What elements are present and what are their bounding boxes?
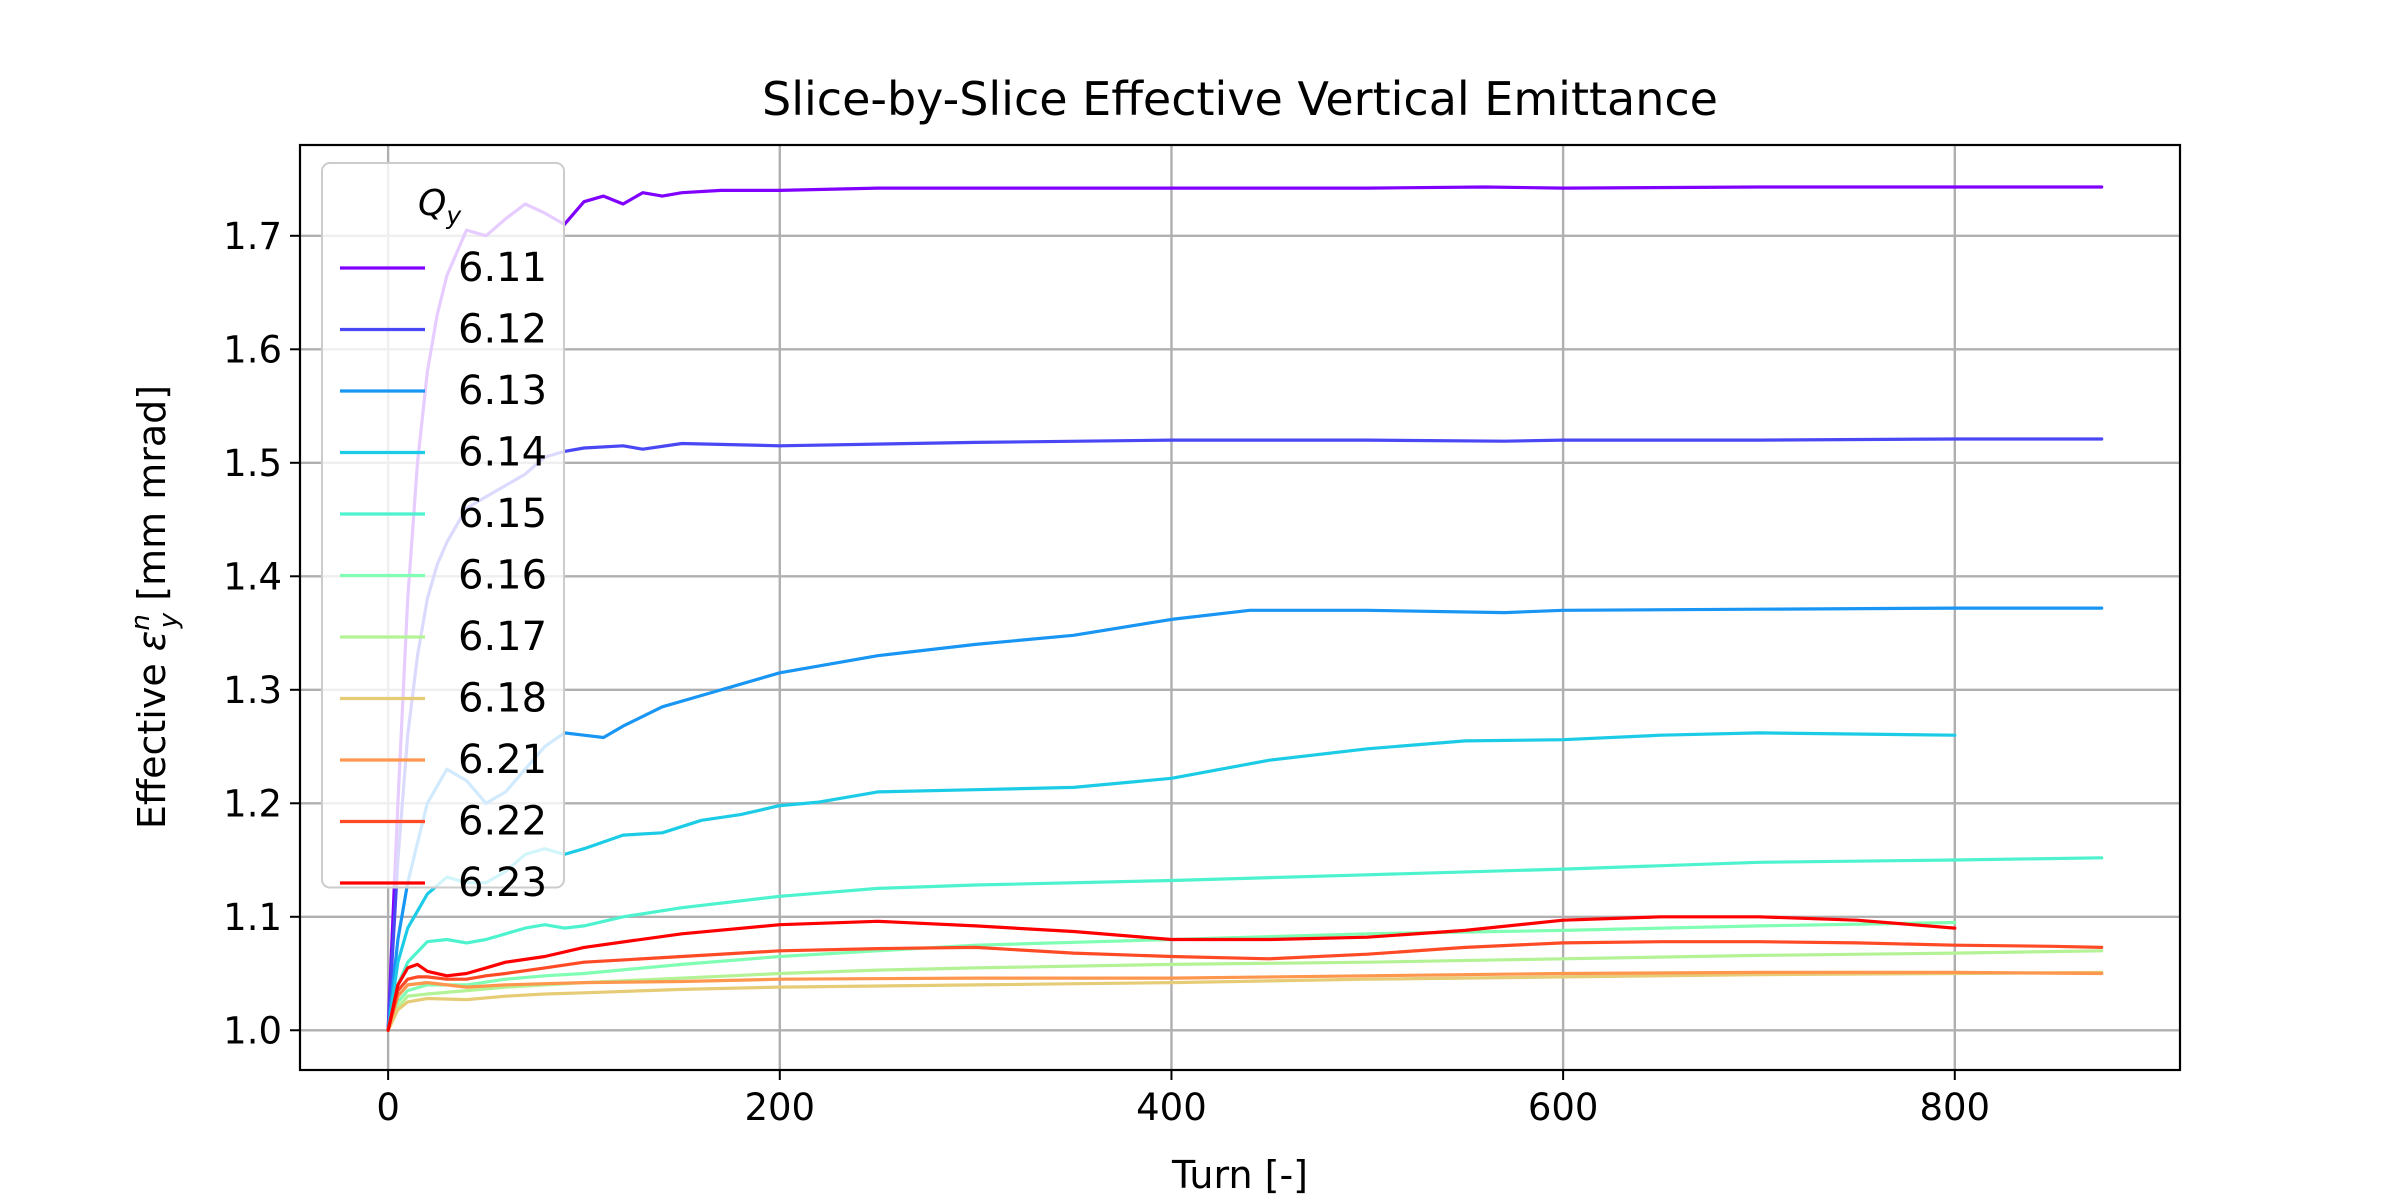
x-axis-label: Turn [-] xyxy=(1171,1153,1308,1197)
y-tick-label: 1.2 xyxy=(223,782,282,825)
legend: Qy 6.11 6.12 6.13 6.14 6.15 6.16 6.17 6.18 6.21 6.… xyxy=(321,162,565,906)
y-tick-label: 1.3 xyxy=(223,669,282,712)
y-tick-label: 1.5 xyxy=(223,442,282,485)
legend-label-6.21: 6.21 xyxy=(458,737,547,783)
x-tick-label: 400 xyxy=(1136,1086,1207,1129)
y-axis-label: Effective εny [mm mrad] xyxy=(126,385,184,829)
legend-label-6.23: 6.23 xyxy=(458,860,547,906)
y-tick-label: 1.4 xyxy=(223,555,282,598)
y-axis-label-prefix: Effective xyxy=(130,651,174,829)
series-line-6.17 xyxy=(386,949,2104,1032)
legend-label-6.22: 6.22 xyxy=(458,799,547,845)
legend-label-6.18: 6.18 xyxy=(458,676,547,722)
x-tick-label: 200 xyxy=(744,1086,815,1129)
series-line-6.23 xyxy=(386,915,1957,1032)
series-line-6.15 xyxy=(386,856,2104,1032)
legend-label-6.15: 6.15 xyxy=(458,491,547,537)
legend-title-main: Q xyxy=(418,183,446,224)
legend-title: Qy xyxy=(418,183,462,230)
legend-label-6.14: 6.14 xyxy=(458,430,547,476)
legend-label-6.16: 6.16 xyxy=(458,553,547,599)
y-tick-label: 1.1 xyxy=(223,896,282,939)
y-tick-label: 1.7 xyxy=(223,215,282,258)
series-line-6.21 xyxy=(386,970,2104,1032)
y-tick-label: 1.0 xyxy=(223,1009,282,1052)
legend-label-6.13: 6.13 xyxy=(458,368,547,414)
x-tick-label: 800 xyxy=(1919,1086,1990,1129)
x-tick-label: 600 xyxy=(1528,1086,1599,1129)
x-tick-label: 0 xyxy=(376,1086,400,1129)
y-axis-label-superscript: n xyxy=(126,614,156,630)
legend-label-6.17: 6.17 xyxy=(458,614,547,660)
chart-title: Slice-by-Slice Effective Vertical Emitta… xyxy=(762,72,1718,126)
grid-layer xyxy=(300,145,2180,1070)
y-axis-label-subscript: y xyxy=(154,612,184,629)
legend-title-sub: y xyxy=(445,201,462,230)
y-tick-label: 1.6 xyxy=(223,328,282,371)
ticks-layer: 0 200 400 600 800 1.0 1.1 1.2 1.3 1.4 1.5 1.6 1.7 xyxy=(223,215,1990,1129)
legend-label-6.12: 6.12 xyxy=(458,307,547,353)
legend-label-6.11: 6.11 xyxy=(458,245,547,291)
legend-box xyxy=(321,162,565,889)
series-line-6.22 xyxy=(386,940,2104,1032)
series-line-6.18 xyxy=(386,970,2104,1032)
y-axis-label-suffix: [mm mrad] xyxy=(130,385,174,613)
y-axis-label-symbol: ε xyxy=(130,631,174,652)
plot-frame xyxy=(298,143,2182,1072)
